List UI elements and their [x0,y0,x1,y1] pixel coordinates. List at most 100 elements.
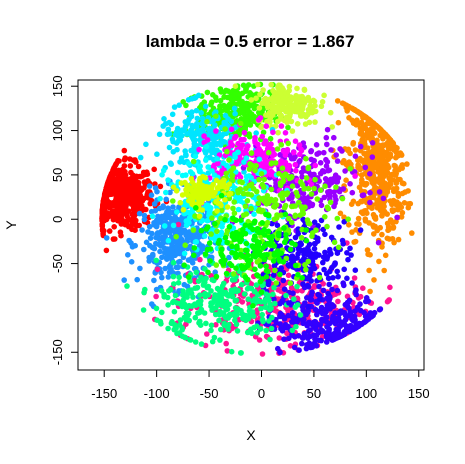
data-point [276,255,282,262]
data-point [277,321,283,327]
data-point [311,219,318,225]
data-point [224,106,230,112]
data-point [193,269,200,276]
data-point [125,252,131,258]
data-point [324,177,330,184]
data-point [247,122,254,128]
data-point [222,197,228,203]
data-point [342,168,348,174]
data-point [175,169,181,176]
data-point [324,159,331,165]
data-point [254,330,260,336]
data-point [304,322,311,329]
data-point [270,272,277,278]
data-point [223,130,229,136]
data-point [213,113,219,119]
data-point [241,169,247,175]
data-point [350,318,357,324]
data-point [145,229,151,235]
data-point [312,240,318,247]
data-point [264,192,271,199]
data-point [276,335,283,341]
data-point [371,231,377,237]
data-point [165,274,172,280]
data-point [146,223,153,230]
data-point [385,227,391,234]
data-point [245,315,252,322]
data-point [259,133,266,140]
data-point [240,82,247,89]
data-point [207,154,213,161]
data-point [314,311,320,318]
data-point [345,216,352,222]
data-point [159,172,165,178]
data-point [181,250,188,257]
data-point [256,337,263,343]
data-point [341,214,347,220]
data-point [244,146,250,153]
data-point [316,337,322,344]
data-point [149,244,156,251]
data-point [122,155,128,161]
data-point [118,232,124,239]
data-point [224,239,230,246]
data-point [301,86,308,93]
data-point [274,222,281,229]
data-point [305,258,312,265]
data-point [321,149,327,156]
data-point [292,304,299,310]
data-point [229,142,236,149]
data-point [103,247,110,254]
data-point [250,186,257,192]
data-point [218,192,225,199]
data-point [246,133,253,140]
data-point [157,183,164,190]
data-point [177,317,184,323]
data-point [339,195,346,202]
y-tick-label: 100 [50,120,65,142]
data-point [203,292,209,299]
data-point [254,141,261,148]
data-point [213,305,219,311]
data-point [354,221,360,227]
data-point [367,189,373,196]
data-point [377,126,383,132]
data-point [104,183,111,190]
data-point [281,225,287,231]
data-point [227,190,234,197]
data-point [317,187,324,193]
data-point [307,269,314,275]
data-point [181,227,188,234]
data-point [276,106,282,113]
data-point [180,292,186,298]
data-point [253,296,259,302]
data-point [268,196,275,203]
data-point [208,303,214,310]
data-point [201,279,207,286]
data-point [243,173,250,180]
data-point [253,95,259,102]
data-point [181,281,188,288]
data-point [307,297,314,303]
data-point [347,245,353,252]
data-point [317,322,323,329]
data-point [324,204,331,210]
data-point [202,251,209,257]
data-point [321,266,327,273]
data-point [196,146,202,153]
data-point [291,344,298,351]
data-point [286,300,292,306]
data-point [356,184,363,191]
data-point [311,185,317,192]
data-point [218,326,224,333]
data-point [237,231,244,237]
data-point [237,238,243,245]
data-point [127,163,134,169]
data-point [280,259,287,265]
data-point [268,141,274,147]
data-point [110,236,117,242]
data-point [369,140,376,146]
data-point [186,257,193,263]
data-point [258,171,265,177]
data-point [288,285,295,291]
